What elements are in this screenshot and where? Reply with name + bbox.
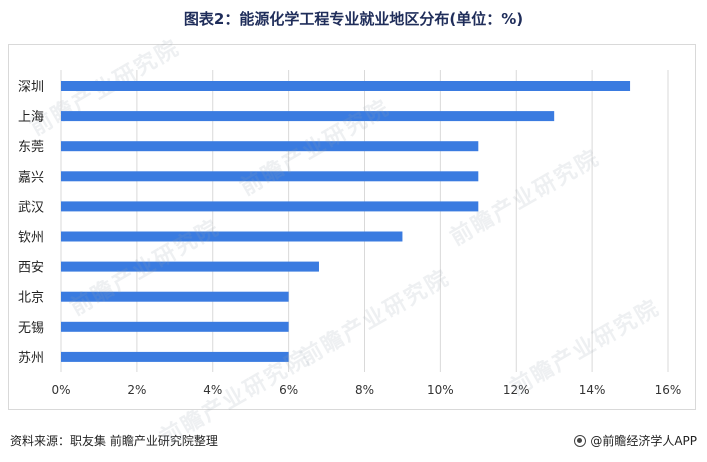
bar — [61, 171, 479, 182]
x-tick-label: 14% — [579, 383, 606, 397]
bar — [61, 231, 403, 242]
category-label: 无锡 — [18, 321, 44, 336]
category-label: 东莞 — [18, 140, 44, 155]
chart-title: 图表2：能源化学工程专业就业地区分布(单位：%) — [183, 10, 524, 28]
bar — [61, 201, 479, 212]
category-label: 上海 — [18, 110, 44, 125]
category-label: 嘉兴 — [18, 170, 44, 185]
category-label: 深圳 — [18, 80, 44, 95]
x-tick-label: 10% — [427, 383, 454, 397]
x-tick-label: 4% — [203, 383, 222, 397]
chart-frame — [8, 44, 696, 410]
x-tick-labels: 0% 2% 4% 6% 8% 10% 12% 14% 16% — [51, 383, 681, 397]
x-tick-label: 6% — [279, 383, 298, 397]
category-label: 钦州 — [18, 231, 44, 246]
source-note: 资料来源：职友集 前瞻产业研究院整理 — [10, 434, 218, 448]
bar — [61, 261, 319, 272]
x-tick-label: 8% — [355, 383, 374, 397]
x-tick-label: 0% — [51, 383, 70, 397]
bars — [61, 81, 631, 362]
category-label: 苏州 — [18, 350, 44, 366]
category-label: 武汉 — [18, 200, 44, 215]
brand-credit: @前瞻经济学人APP — [574, 432, 697, 449]
x-tick-label: 16% — [655, 383, 682, 397]
bar — [61, 111, 555, 122]
bar — [61, 291, 289, 302]
x-tick-label: 2% — [127, 383, 146, 397]
x-tick-label: 12% — [503, 383, 530, 397]
bar — [61, 141, 479, 152]
bar — [61, 351, 289, 362]
brand-logo-icon — [574, 434, 587, 447]
brand-text: @前瞻经济学人APP — [590, 434, 697, 448]
category-label: 北京 — [18, 291, 44, 306]
category-label: 西安 — [18, 261, 44, 276]
bar — [61, 321, 289, 332]
bar — [61, 81, 631, 91]
